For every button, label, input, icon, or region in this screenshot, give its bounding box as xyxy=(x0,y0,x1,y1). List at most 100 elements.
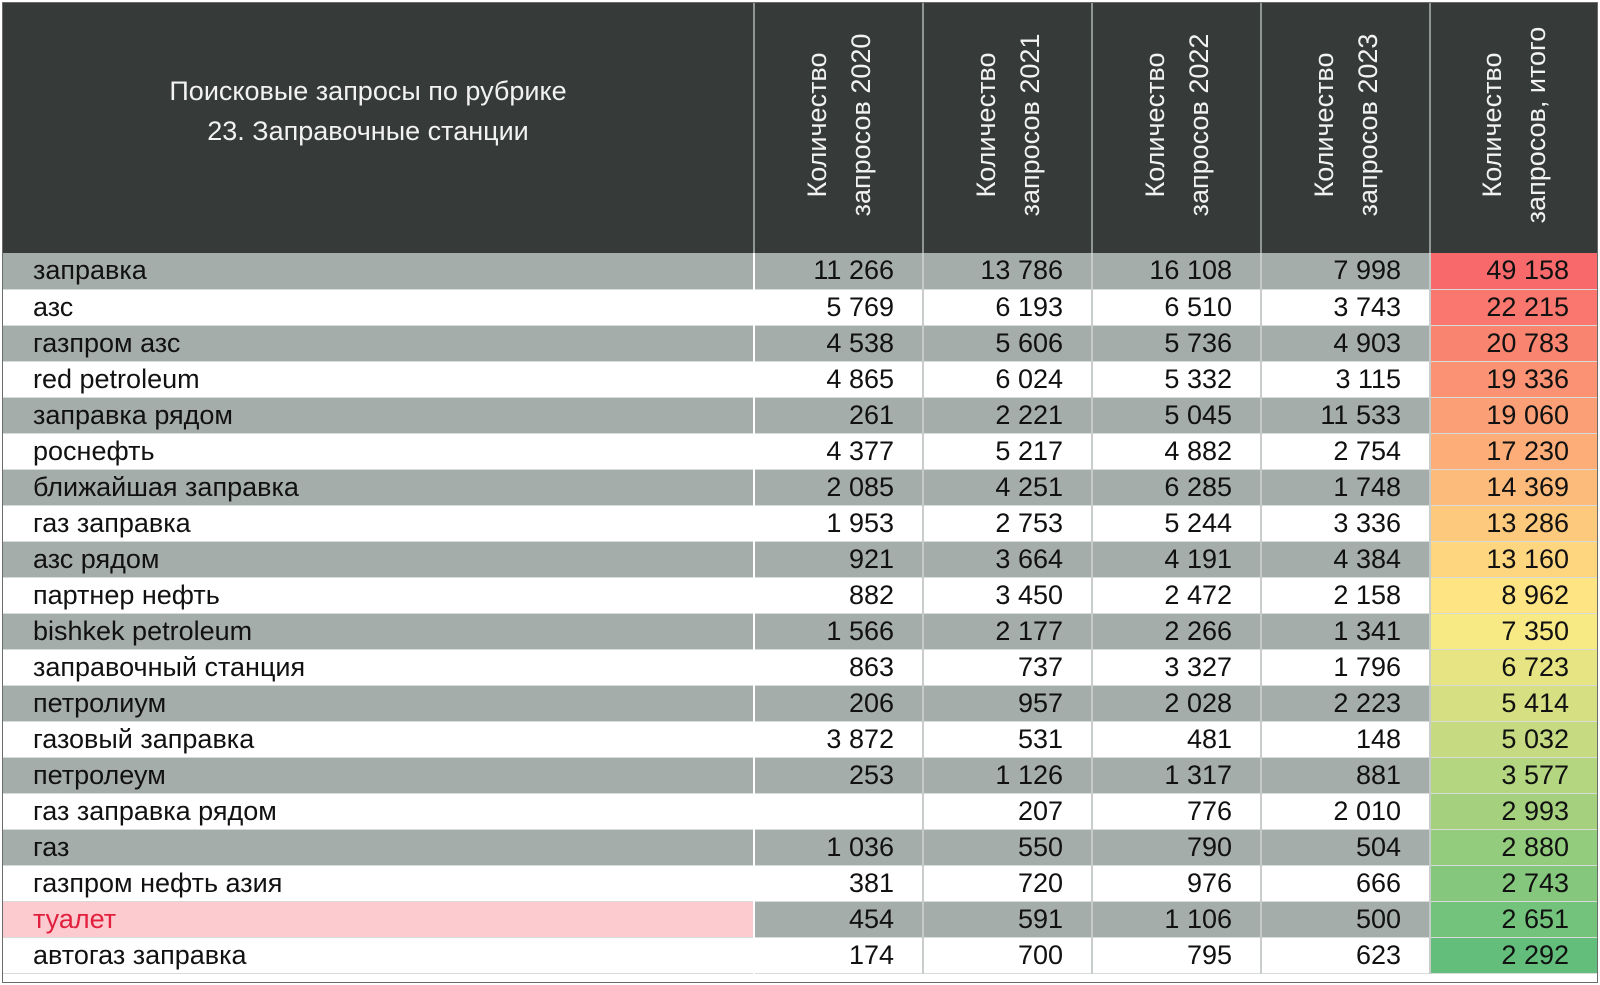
value-2023-cell: 4 903 xyxy=(1261,325,1431,361)
value-2021-cell: 5 606 xyxy=(923,325,1093,361)
value-2020-cell: 253 xyxy=(754,757,924,793)
total-cell: 2 880 xyxy=(1430,829,1597,865)
value-2020-cell: 1 036 xyxy=(754,829,924,865)
total-cell: 49 158 xyxy=(1430,253,1597,289)
value-2022-cell: 1 317 xyxy=(1092,757,1262,793)
value-2023-cell: 4 384 xyxy=(1261,541,1431,577)
table-row: автогаз заправка 174 700 795 623 2 292 xyxy=(3,937,1597,973)
value-2023-cell: 666 xyxy=(1261,865,1431,901)
table-row: газпром нефть азия 381 720 976 666 2 743 xyxy=(3,865,1597,901)
column-header-2020-line-2: запросов 2020 xyxy=(845,33,876,217)
value-2020-cell: 882 xyxy=(754,577,924,613)
query-cell: заправочный станция xyxy=(3,649,755,685)
query-cell: автогаз заправка xyxy=(3,937,755,973)
value-2022-cell: 3 327 xyxy=(1092,649,1262,685)
value-2021-cell: 6 024 xyxy=(923,361,1093,397)
value-2022-cell: 4 191 xyxy=(1092,541,1262,577)
value-2022-cell: 2 028 xyxy=(1092,685,1262,721)
value-2022-cell: 481 xyxy=(1092,721,1262,757)
total-cell: 19 060 xyxy=(1430,397,1597,433)
value-2020-cell: 4 538 xyxy=(754,325,924,361)
value-2021-cell: 3 664 xyxy=(923,541,1093,577)
value-2023-cell: 2 754 xyxy=(1261,433,1431,469)
value-2021-cell: 3 450 xyxy=(923,577,1093,613)
total-cell: 5 032 xyxy=(1430,721,1597,757)
total-cell: 13 286 xyxy=(1430,505,1597,541)
table-row: ближайшая заправка 2 085 4 251 6 285 1 748 14… xyxy=(3,469,1597,505)
value-2023-cell: 7 998 xyxy=(1261,253,1431,289)
column-header-2022: Количество запросов 2022 xyxy=(1092,3,1262,253)
table-header: Поисковые запросы по рубрике 23. Заправо… xyxy=(3,3,1597,253)
table-row: петролиум 206 957 2 028 2 223 5 414 xyxy=(3,685,1597,721)
value-2020-cell: 11 266 xyxy=(754,253,924,289)
total-cell: 5 414 xyxy=(1430,685,1597,721)
query-cell: bishkek petroleum xyxy=(3,613,755,649)
query-cell: газ заправка рядом xyxy=(3,793,755,829)
table-row: партнер нефть 882 3 450 2 472 2 158 8 962 xyxy=(3,577,1597,613)
value-2021-cell: 720 xyxy=(923,865,1093,901)
query-cell: роснефть xyxy=(3,433,755,469)
column-header-2023-line-2: запросов 2023 xyxy=(1352,33,1383,217)
value-2020-cell: 261 xyxy=(754,397,924,433)
value-2023-cell: 1 748 xyxy=(1261,469,1431,505)
value-2020-cell: 381 xyxy=(754,865,924,901)
value-2023-cell: 2 010 xyxy=(1261,793,1431,829)
column-header-total-line-1: Количество xyxy=(1477,52,1507,198)
query-cell: петролеум xyxy=(3,757,755,793)
value-2020-cell: 174 xyxy=(754,937,924,973)
total-cell: 2 743 xyxy=(1430,865,1597,901)
value-2023-cell: 504 xyxy=(1261,829,1431,865)
column-header-2021-line-1: Количество xyxy=(970,52,1001,198)
value-2022-cell: 2 472 xyxy=(1092,577,1262,613)
value-2022-cell: 16 108 xyxy=(1092,253,1262,289)
table-title-cell: Поисковые запросы по рубрике 23. Заправо… xyxy=(3,3,755,253)
value-2021-cell: 550 xyxy=(923,829,1093,865)
query-cell: газпром азс xyxy=(3,325,755,361)
column-header-2020: Количество запросов 2020 xyxy=(754,3,924,253)
value-2023-cell: 881 xyxy=(1261,757,1431,793)
column-header-2021: Количество запросов 2021 xyxy=(923,3,1093,253)
value-2022-cell: 5 244 xyxy=(1092,505,1262,541)
value-2021-cell: 957 xyxy=(923,685,1093,721)
column-header-2023: Количество запросов 2023 xyxy=(1261,3,1431,253)
table-row: заправочный станция 863 737 3 327 1 796 6 723 xyxy=(3,649,1597,685)
value-2021-cell: 2 753 xyxy=(923,505,1093,541)
value-2023-cell: 3 115 xyxy=(1261,361,1431,397)
value-2021-cell: 207 xyxy=(923,793,1093,829)
value-2023-cell: 148 xyxy=(1261,721,1431,757)
value-2022-cell: 1 106 xyxy=(1092,901,1262,937)
value-2023-cell: 3 743 xyxy=(1261,289,1431,325)
value-2022-cell: 6 285 xyxy=(1092,469,1262,505)
table-row: туалет 454 591 1 106 500 2 651 xyxy=(3,901,1597,937)
table-row: роснефть 4 377 5 217 4 882 2 754 17 230 xyxy=(3,433,1597,469)
total-cell: 14 369 xyxy=(1430,469,1597,505)
value-2021-cell: 737 xyxy=(923,649,1093,685)
search-queries-table: Поисковые запросы по рубрике 23. Заправо… xyxy=(3,3,1597,974)
column-header-2022-line-2: запросов 2022 xyxy=(1183,33,1214,217)
value-2023-cell: 2 223 xyxy=(1261,685,1431,721)
value-2021-cell: 4 251 xyxy=(923,469,1093,505)
table-row: газ заправка 1 953 2 753 5 244 3 336 13 286 xyxy=(3,505,1597,541)
table-row: азс 5 769 6 193 6 510 3 743 22 215 xyxy=(3,289,1597,325)
value-2020-cell: 2 085 xyxy=(754,469,924,505)
value-2022-cell: 5 736 xyxy=(1092,325,1262,361)
value-2023-cell: 2 158 xyxy=(1261,577,1431,613)
total-cell: 2 292 xyxy=(1430,937,1597,973)
table-row: red petroleum 4 865 6 024 5 332 3 115 19 336 xyxy=(3,361,1597,397)
value-2021-cell: 1 126 xyxy=(923,757,1093,793)
table-row: газовый заправка 3 872 531 481 148 5 032 xyxy=(3,721,1597,757)
table-body: заправка 11 266 13 786 16 108 7 998 49 158 азс… xyxy=(3,253,1597,973)
value-2022-cell: 4 882 xyxy=(1092,433,1262,469)
value-2020-cell: 4 865 xyxy=(754,361,924,397)
value-2023-cell: 1 341 xyxy=(1261,613,1431,649)
query-cell: азс рядом xyxy=(3,541,755,577)
value-2022-cell: 2 266 xyxy=(1092,613,1262,649)
table-row: газ заправка рядом 207 776 2 010 2 993 xyxy=(3,793,1597,829)
query-cell: петролиум xyxy=(3,685,755,721)
total-cell: 13 160 xyxy=(1430,541,1597,577)
table-row: заправка рядом 261 2 221 5 045 11 533 19 060 xyxy=(3,397,1597,433)
value-2020-cell: 1 566 xyxy=(754,613,924,649)
value-2022-cell: 976 xyxy=(1092,865,1262,901)
value-2021-cell: 700 xyxy=(923,937,1093,973)
